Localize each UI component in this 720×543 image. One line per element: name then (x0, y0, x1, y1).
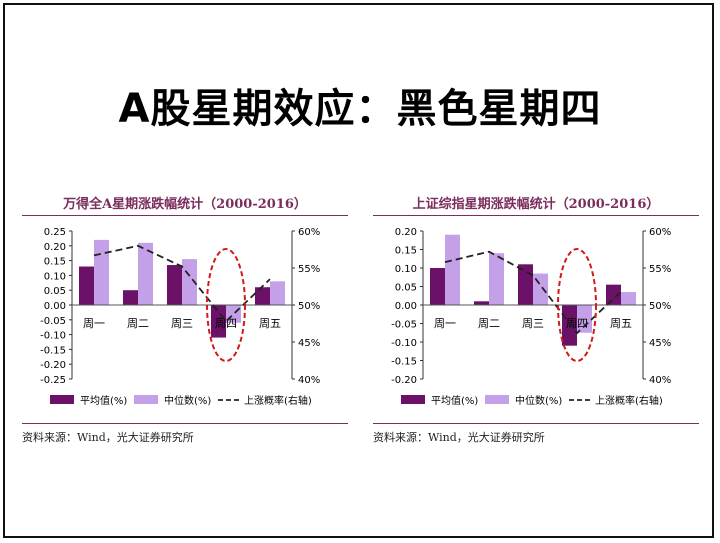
y-tick-label: -0.15 (40, 345, 66, 356)
chart-bottom-rule (373, 423, 699, 424)
legend-label-mean: 平均值(%) (80, 394, 127, 407)
y-tick-label: 0.15 (395, 246, 417, 257)
legend-label-median: 中位数(%) (515, 394, 562, 407)
chart-panel-right: 上证综指星期涨跌幅统计（2000-2016） 0.20 0.15 0.10 0.05 0… (373, 193, 699, 453)
y-tick-label: -0.10 (391, 338, 417, 349)
y-tick-label: -0.15 (391, 357, 417, 368)
y2-tick-label: 50% (649, 301, 671, 312)
slide-title: A股星期效应：黑色星期四 (118, 86, 602, 132)
y-tick-label: -0.20 (40, 360, 66, 371)
y-tick-label: 0.05 (44, 286, 66, 297)
y2-tick-label: 55% (649, 264, 671, 275)
category-label: 周三 (171, 317, 193, 330)
y2-tick-label: 55% (298, 264, 320, 275)
chart-title: 万得全A星期涨跌幅统计（2000-2016） (63, 197, 307, 212)
category-label: 周五 (259, 317, 281, 330)
slide-frame (3, 3, 714, 538)
category-label: 周一 (434, 317, 456, 330)
category-label: 周一 (83, 317, 105, 330)
y-tick-label: -0.10 (40, 331, 66, 342)
chart-right: 0.20 0.15 0.10 0.05 0.00 -0.05 -0.10 -0.15 -0.20… (391, 227, 671, 407)
bar-mean (167, 265, 182, 305)
y-tick-label: -0.05 (40, 316, 66, 327)
y2-tick-label: 50% (298, 301, 320, 312)
chart-title: 上证综指星期涨跌幅统计（2000-2016） (412, 197, 660, 212)
legend-label-mean: 平均值(%) (431, 394, 478, 407)
chart-top-rule (22, 215, 348, 216)
legend-label-probability: 上涨概率(右轴) (244, 394, 312, 407)
y2-tick-label: 60% (298, 227, 320, 238)
y-tick-label: 0.00 (44, 301, 66, 312)
bar-median (489, 253, 504, 305)
y-tick-label: -0.05 (391, 320, 417, 331)
category-label: 周四 (215, 317, 237, 330)
bar-mean (211, 305, 226, 338)
bar-mean (123, 290, 138, 305)
bar-median (94, 239, 109, 305)
y2-tick-label: 40% (298, 375, 320, 386)
bar-median (445, 234, 460, 305)
chart-top-rule (373, 215, 699, 216)
category-label: 周二 (127, 317, 149, 330)
chart-bottom-rule (22, 423, 348, 424)
bar-median (533, 273, 548, 305)
bar-mean (562, 305, 577, 346)
y-tick-label: -0.20 (391, 375, 417, 386)
y-tick-label: 0.15 (44, 257, 66, 268)
y-tick-label: 0.20 (395, 227, 417, 238)
y-tick-label: 0.05 (395, 283, 417, 294)
bar-median (138, 242, 153, 305)
bar-mean (518, 264, 533, 305)
y-tick-label: 0.20 (44, 242, 66, 253)
chart-source: 资料来源：Wind，光大证券研究所 (373, 431, 545, 444)
legend-swatch-mean (401, 395, 425, 404)
legend-label-probability: 上涨概率(右轴) (595, 394, 663, 407)
bar-mean (255, 287, 270, 305)
bar-mean (474, 301, 489, 305)
bar-mean (606, 284, 621, 305)
category-label: 周二 (478, 317, 500, 330)
y2-tick-label: 40% (649, 375, 671, 386)
legend-swatch-median (485, 395, 509, 404)
chart-source: 资料来源：Wind，光大证券研究所 (22, 431, 194, 444)
bar-mean (79, 266, 94, 305)
bar-median (577, 305, 592, 333)
chart-left: 0.25 0.20 0.15 0.10 0.05 0.00 -0.05 -0.10 -0.15 -… (40, 227, 320, 407)
category-label: 周三 (522, 317, 544, 330)
legend-label-median: 中位数(%) (164, 394, 211, 407)
y2-tick-label: 60% (649, 227, 671, 238)
category-label: 周五 (610, 317, 632, 330)
probability-line (93, 244, 271, 323)
probability-line (444, 250, 622, 335)
y-tick-label: -0.25 (40, 375, 66, 386)
legend-swatch-mean (50, 395, 74, 404)
chart-panel-left: 万得全A星期涨跌幅统计（2000-2016） 0.25 0.20 0.15 0.10 0… (22, 193, 348, 453)
y-tick-label: 0.10 (395, 264, 417, 275)
y-tick-label: 0.00 (395, 301, 417, 312)
y2-tick-label: 45% (298, 338, 320, 349)
y-tick-label: 0.25 (44, 227, 66, 238)
highlight-ellipse (206, 248, 246, 362)
bar-median (270, 281, 285, 305)
y-tick-label: 0.10 (44, 271, 66, 282)
bar-mean (430, 268, 445, 305)
legend-swatch-median (134, 395, 158, 404)
bar-median (621, 292, 636, 305)
highlight-ellipse (557, 248, 597, 362)
y2-tick-label: 45% (649, 338, 671, 349)
